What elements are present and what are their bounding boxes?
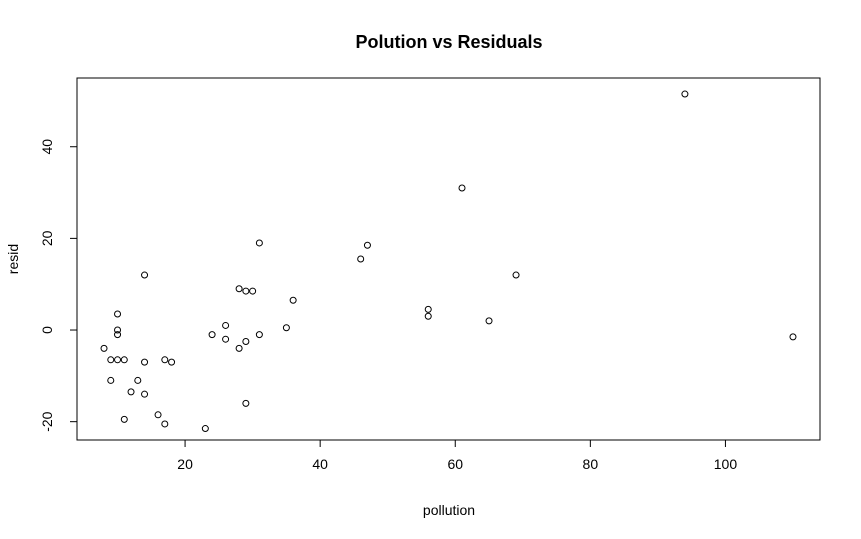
data-point bbox=[100, 344, 108, 352]
data-point bbox=[255, 331, 263, 339]
data-point bbox=[485, 317, 493, 325]
data-point bbox=[458, 184, 466, 192]
y-tick-label: 0 bbox=[39, 326, 55, 334]
y-tick-label: 40 bbox=[39, 139, 55, 155]
data-point bbox=[141, 390, 149, 398]
data-point bbox=[222, 321, 230, 329]
data-point bbox=[161, 356, 169, 364]
data-point bbox=[222, 335, 230, 343]
data-point bbox=[242, 399, 250, 407]
x-tick-label: 80 bbox=[583, 456, 599, 472]
data-point bbox=[107, 376, 115, 384]
x-tick-label: 60 bbox=[447, 456, 463, 472]
data-point bbox=[789, 333, 797, 341]
x-tick-label: 40 bbox=[312, 456, 328, 472]
data-point bbox=[208, 331, 216, 339]
data-point bbox=[114, 310, 122, 318]
data-points bbox=[100, 90, 797, 433]
data-point bbox=[120, 356, 128, 364]
x-axis: 20 40 60 80 100 bbox=[177, 439, 738, 472]
data-point bbox=[424, 305, 432, 313]
data-point bbox=[154, 411, 162, 419]
data-point bbox=[114, 326, 122, 334]
y-axis-title: resid bbox=[5, 244, 21, 274]
data-point bbox=[114, 331, 122, 339]
data-point bbox=[114, 356, 122, 364]
y-tick-label: 20 bbox=[39, 230, 55, 246]
data-point bbox=[681, 90, 689, 98]
data-point bbox=[242, 337, 250, 345]
data-point bbox=[512, 271, 520, 279]
data-point bbox=[107, 356, 115, 364]
data-point bbox=[235, 285, 243, 293]
data-point bbox=[127, 388, 135, 396]
chart-title: Polution vs Residuals bbox=[355, 32, 542, 52]
x-axis-title: pollution bbox=[423, 502, 475, 518]
y-tick-label: -20 bbox=[39, 411, 55, 431]
data-point bbox=[255, 239, 263, 247]
y-axis: -20 0 20 40 bbox=[39, 139, 78, 432]
data-point bbox=[282, 324, 290, 332]
data-point bbox=[424, 312, 432, 320]
data-point bbox=[289, 296, 297, 304]
data-point bbox=[141, 358, 149, 366]
data-point bbox=[235, 344, 243, 352]
plot-frame bbox=[76, 77, 821, 441]
x-tick-label: 20 bbox=[177, 456, 193, 472]
data-point bbox=[168, 358, 176, 366]
data-point bbox=[242, 287, 250, 295]
data-point bbox=[134, 376, 142, 384]
x-tick-label: 100 bbox=[714, 456, 738, 472]
data-point bbox=[161, 420, 169, 428]
data-point bbox=[357, 255, 365, 263]
data-point bbox=[201, 425, 209, 433]
data-point bbox=[120, 415, 128, 423]
data-point bbox=[249, 287, 257, 295]
data-point bbox=[141, 271, 149, 279]
data-point bbox=[363, 241, 371, 249]
